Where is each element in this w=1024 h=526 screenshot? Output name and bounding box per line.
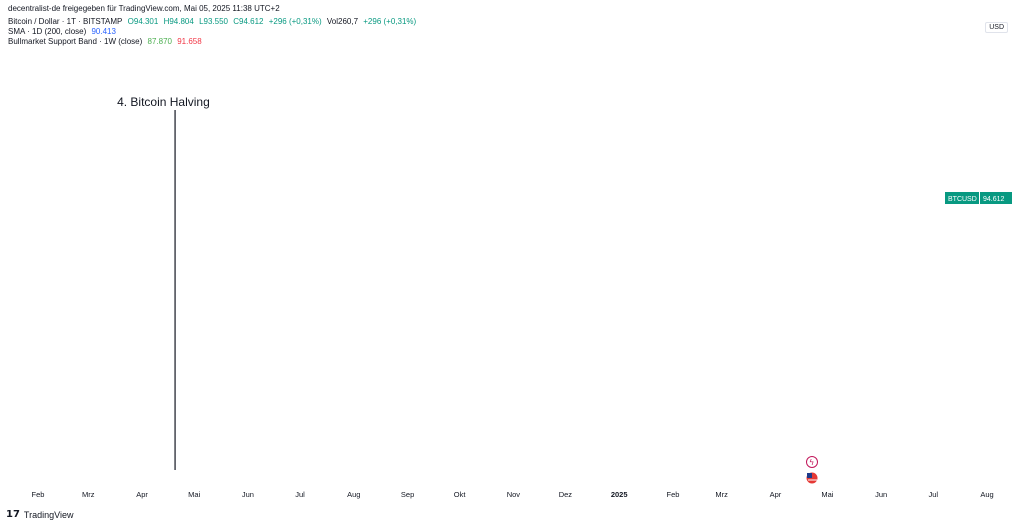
legend-volume-change: +296 (+0,31%) xyxy=(363,17,417,26)
x-tick-label: Mrz xyxy=(82,490,95,499)
halving-label: 4. Bitcoin Halving xyxy=(117,95,210,109)
legend-open: O94.301 xyxy=(127,17,159,26)
x-tick-label: Mrz xyxy=(715,490,728,499)
x-tick-label: Aug xyxy=(980,490,993,499)
lightning-event-icon[interactable] xyxy=(806,456,818,468)
x-tick-label: Feb xyxy=(667,490,680,499)
x-tick-label: Dez xyxy=(559,490,573,499)
x-tick-label: Apr xyxy=(770,490,782,499)
flag-canton xyxy=(807,473,812,478)
legend-bsb-label: Bullmarket Support Band · 1W (close) xyxy=(8,37,143,46)
x-tick-label: Okt xyxy=(454,490,467,499)
price-tag-value: 94.612 xyxy=(983,196,1005,203)
legend-symbol-row: Bitcoin / Dollar · 1T · BITSTAMP O94.301… xyxy=(8,17,419,26)
price-tag: BTCUSD 94.612 xyxy=(945,192,1012,204)
tradingview-logo-icon: 17 xyxy=(6,509,20,520)
legend-symbol: Bitcoin / Dollar · 1T · BITSTAMP xyxy=(8,17,123,26)
legend-volume: Vol260,7 xyxy=(326,17,359,26)
legend-high: H94.804 xyxy=(163,17,194,26)
time-axis[interactable]: Feb Mrz Apr Mai Jun Jul Aug Sep Okt Nov Dez 2025 Feb… xyxy=(32,490,994,499)
shared-by-line: decentralist-de freigegeben für TradingV… xyxy=(8,4,280,13)
legend-sma-row[interactable]: SMA · 1D (200, close) 90.413 xyxy=(8,27,119,36)
x-tick-label: Mai xyxy=(821,490,833,499)
legend-sma-label: SMA · 1D (200, close) xyxy=(8,27,87,36)
x-tick-label: Apr xyxy=(136,490,148,499)
x-tick-label: Mai xyxy=(188,490,200,499)
x-tick-label: Jul xyxy=(295,490,305,499)
price-tag-symbol-bg xyxy=(945,192,979,204)
legend-bsb-value-1: 87.870 xyxy=(147,37,172,46)
price-tag-symbol: BTCUSD xyxy=(948,196,977,203)
x-tick-label: Feb xyxy=(32,490,45,499)
halving-marker: 4. Bitcoin Halving xyxy=(117,95,210,470)
x-tick-label: 2025 xyxy=(611,490,628,499)
price-tag-value-bg xyxy=(980,192,1012,204)
legend-bsb-row[interactable]: Bullmarket Support Band · 1W (close) 87.… xyxy=(8,37,205,46)
legend-bsb-value-2: 91.658 xyxy=(177,37,202,46)
x-tick-label: Sep xyxy=(401,490,414,499)
legend-close: C94.612 xyxy=(233,17,264,26)
x-tick-label: Aug xyxy=(347,490,360,499)
legend-low: L93.550 xyxy=(199,17,228,26)
x-tick-label: Jul xyxy=(929,490,939,499)
x-tick-label: Nov xyxy=(507,490,521,499)
legend-sma-value: 90.413 xyxy=(91,27,116,36)
tradingview-logo[interactable]: 17 TradingView xyxy=(6,509,73,520)
lightning-glyph: ϟ xyxy=(809,458,814,467)
currency-button[interactable]: USD xyxy=(985,22,1008,33)
x-tick-label: Jun xyxy=(875,490,887,499)
x-tick-label: Jun xyxy=(242,490,254,499)
tradingview-logo-text: TradingView xyxy=(23,509,74,520)
event-icons[interactable]: ϟ xyxy=(806,456,818,484)
legend-change: +296 (+0,31%) xyxy=(268,17,322,26)
